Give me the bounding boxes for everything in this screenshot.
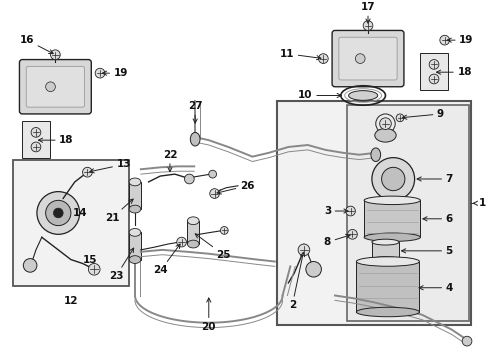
Text: 4: 4 xyxy=(419,283,453,293)
Bar xyxy=(129,233,141,260)
Text: 18: 18 xyxy=(437,67,472,77)
Circle shape xyxy=(440,35,449,45)
Text: 19: 19 xyxy=(447,35,474,45)
Circle shape xyxy=(50,50,60,59)
Ellipse shape xyxy=(371,148,381,162)
Ellipse shape xyxy=(187,217,199,225)
Ellipse shape xyxy=(364,196,420,204)
Ellipse shape xyxy=(348,91,378,100)
Circle shape xyxy=(185,174,194,184)
Circle shape xyxy=(429,74,439,84)
Ellipse shape xyxy=(187,240,199,248)
FancyBboxPatch shape xyxy=(20,59,91,114)
Circle shape xyxy=(24,258,37,272)
Ellipse shape xyxy=(129,256,141,264)
Text: 8: 8 xyxy=(324,234,350,247)
Text: 2: 2 xyxy=(289,252,305,310)
Circle shape xyxy=(31,142,41,152)
Bar xyxy=(277,101,471,325)
Circle shape xyxy=(210,189,220,198)
Text: 15: 15 xyxy=(82,255,97,265)
Text: 11: 11 xyxy=(280,49,321,60)
Bar xyxy=(23,121,49,158)
Circle shape xyxy=(209,170,217,178)
Circle shape xyxy=(318,54,328,63)
Circle shape xyxy=(396,114,404,122)
Circle shape xyxy=(298,244,310,256)
Circle shape xyxy=(53,208,63,218)
Circle shape xyxy=(82,167,92,177)
Circle shape xyxy=(462,336,472,346)
Text: 7: 7 xyxy=(417,174,453,184)
Bar xyxy=(356,261,419,312)
Circle shape xyxy=(46,82,55,91)
Text: 14: 14 xyxy=(73,208,88,218)
Bar xyxy=(187,221,199,244)
Circle shape xyxy=(429,59,439,69)
Text: 10: 10 xyxy=(298,90,341,100)
Text: 12: 12 xyxy=(64,296,78,306)
Circle shape xyxy=(46,201,71,226)
Bar xyxy=(13,159,129,286)
Ellipse shape xyxy=(356,257,419,266)
Circle shape xyxy=(31,127,41,137)
Bar xyxy=(372,242,399,260)
Text: 18: 18 xyxy=(38,135,74,145)
Ellipse shape xyxy=(129,205,141,213)
FancyBboxPatch shape xyxy=(332,31,404,87)
Text: 26: 26 xyxy=(217,181,254,194)
Text: 27: 27 xyxy=(188,101,202,123)
Circle shape xyxy=(220,226,228,234)
Ellipse shape xyxy=(356,307,419,317)
Circle shape xyxy=(382,167,405,191)
Text: 19: 19 xyxy=(102,68,128,78)
Bar xyxy=(346,105,469,321)
Ellipse shape xyxy=(372,257,399,262)
Circle shape xyxy=(345,206,355,216)
Ellipse shape xyxy=(129,178,141,186)
Text: 6: 6 xyxy=(423,214,453,224)
Bar xyxy=(129,182,141,209)
Text: 16: 16 xyxy=(20,35,53,54)
FancyBboxPatch shape xyxy=(339,37,397,80)
Circle shape xyxy=(380,118,392,130)
Bar xyxy=(420,53,448,90)
Text: 3: 3 xyxy=(324,206,348,216)
Text: 17: 17 xyxy=(361,2,375,23)
Circle shape xyxy=(355,54,365,63)
Ellipse shape xyxy=(364,233,420,242)
Text: 9: 9 xyxy=(402,109,444,119)
Text: 24: 24 xyxy=(153,244,180,275)
Circle shape xyxy=(177,237,186,247)
Text: 1: 1 xyxy=(473,198,486,208)
Circle shape xyxy=(88,264,100,275)
Bar xyxy=(364,201,420,237)
Ellipse shape xyxy=(375,129,396,142)
Circle shape xyxy=(347,229,357,239)
Text: 22: 22 xyxy=(163,149,177,172)
Text: 13: 13 xyxy=(90,159,131,173)
Text: 20: 20 xyxy=(201,298,216,332)
Circle shape xyxy=(306,261,321,277)
Ellipse shape xyxy=(372,239,399,245)
Ellipse shape xyxy=(190,132,200,146)
Text: 25: 25 xyxy=(195,234,231,260)
Circle shape xyxy=(95,68,105,78)
Circle shape xyxy=(37,192,80,234)
Text: 23: 23 xyxy=(109,248,134,281)
Text: 5: 5 xyxy=(401,246,453,256)
FancyBboxPatch shape xyxy=(26,66,84,107)
Circle shape xyxy=(363,21,373,31)
Circle shape xyxy=(372,158,415,201)
Ellipse shape xyxy=(129,229,141,236)
Text: 21: 21 xyxy=(105,199,133,223)
